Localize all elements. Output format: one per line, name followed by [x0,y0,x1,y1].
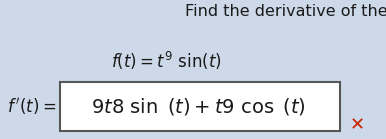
Text: $\mathit{9t8}\ \sin\ (\mathit{t}) + \mathit{t9}\ \cos\ (\mathit{t})$: $\mathit{9t8}\ \sin\ (\mathit{t}) + \mat… [91,96,306,117]
Text: $\mathit{f}(t) = t^9\ \sin(t)$: $\mathit{f}(t) = t^9\ \sin(t)$ [111,50,221,72]
Text: ✕: ✕ [349,116,365,134]
FancyBboxPatch shape [60,82,340,131]
Text: $\mathit{f\,'}(t) =$: $\mathit{f\,'}(t) =$ [7,96,56,117]
Text: Find the derivative of the trigonometric functio: Find the derivative of the trigonometric… [185,4,386,19]
